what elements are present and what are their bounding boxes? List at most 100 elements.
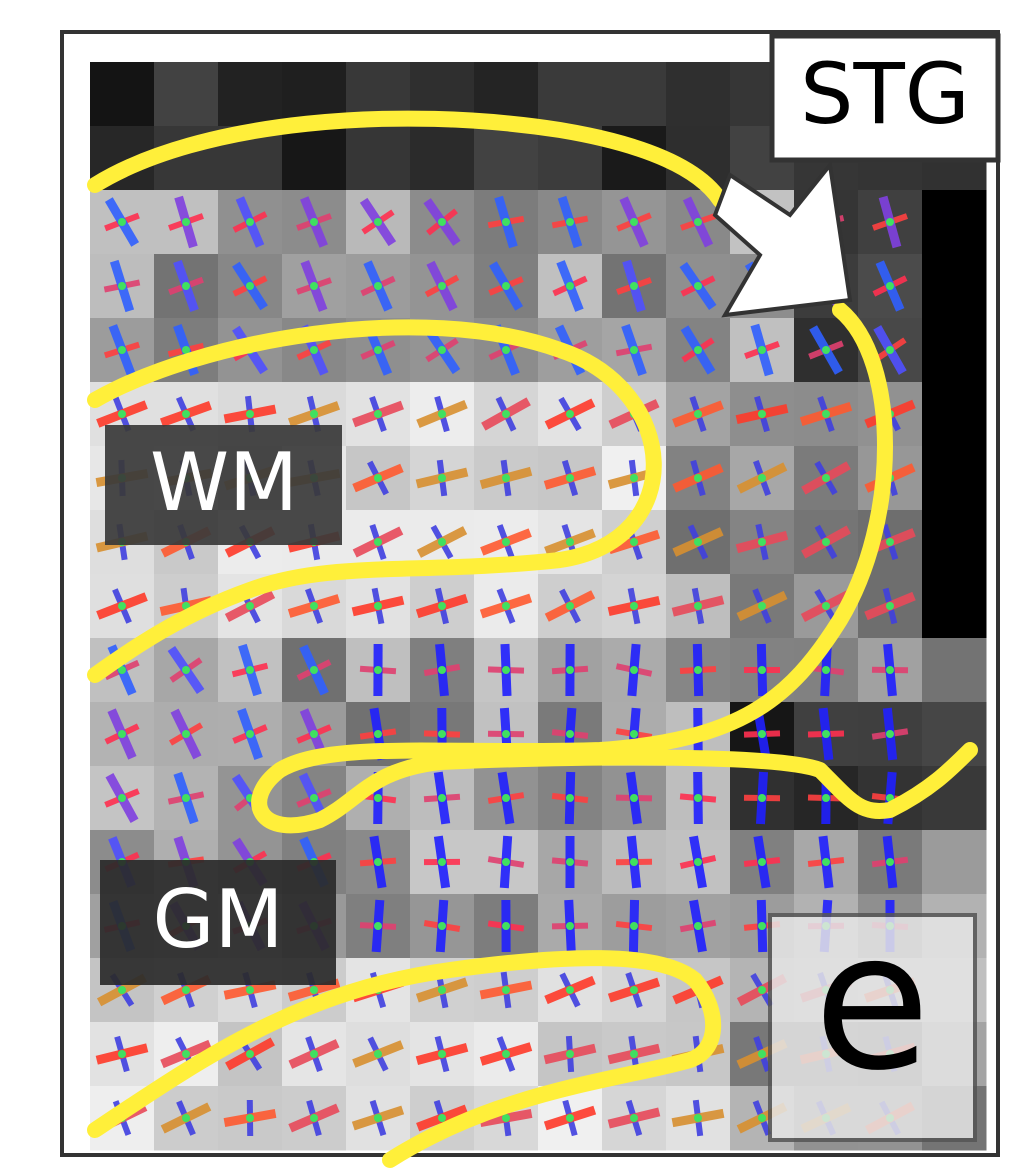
glyph-center (182, 730, 190, 738)
glyph-center (502, 666, 510, 674)
glyph-center (694, 538, 702, 546)
glyph-center (310, 986, 318, 994)
glyph-center (630, 346, 638, 354)
gm-label: GM (152, 873, 283, 966)
voxel (922, 190, 987, 255)
glyph-center (374, 858, 382, 866)
glyph-center (246, 730, 254, 738)
voxel (90, 62, 155, 127)
glyph-center (886, 282, 894, 290)
glyph-center (566, 666, 574, 674)
glyph-center (374, 538, 382, 546)
glyph-center (246, 1050, 254, 1058)
glyph-center (566, 602, 574, 610)
glyph-center (438, 218, 446, 226)
glyph-center (630, 1114, 638, 1122)
glyph-center (694, 218, 702, 226)
glyph-center (310, 218, 318, 226)
glyph-center (438, 410, 446, 418)
glyph-center (374, 474, 382, 482)
glyph-center (502, 346, 510, 354)
glyph-center (374, 1050, 382, 1058)
glyph-center (630, 730, 638, 738)
voxel (922, 382, 987, 447)
glyph-center (694, 1114, 702, 1122)
glyph-center (182, 1114, 190, 1122)
glyph-center (822, 730, 830, 738)
page: STG WM GM e (() => { const data = JSON.p… (0, 0, 1030, 1175)
glyph-center (182, 410, 190, 418)
glyph-center (438, 602, 446, 610)
voxel (282, 126, 347, 191)
glyph-center (438, 922, 446, 930)
glyph-center (246, 218, 254, 226)
glyph-center (886, 730, 894, 738)
glyph-center (502, 282, 510, 290)
glyph-center (758, 538, 766, 546)
glyph-center (886, 218, 894, 226)
glyph-center (182, 794, 190, 802)
glyph-center (758, 922, 766, 930)
glyph-center (630, 602, 638, 610)
glyph-center (118, 282, 126, 290)
glyph-center (310, 730, 318, 738)
glyph-center (502, 410, 510, 418)
glyph-center (502, 730, 510, 738)
glyph-center (118, 730, 126, 738)
panel-label: e (814, 891, 931, 1112)
glyph-center (438, 858, 446, 866)
glyph-center (118, 218, 126, 226)
glyph-center (310, 794, 318, 802)
glyph-center (118, 410, 126, 418)
glyph-center (758, 1114, 766, 1122)
glyph-center (438, 986, 446, 994)
glyph-center (182, 986, 190, 994)
glyph-center (758, 410, 766, 418)
voxel (538, 62, 603, 127)
glyph-center (502, 218, 510, 226)
glyph-center (566, 922, 574, 930)
glyph-center (758, 666, 766, 674)
glyph-center (566, 474, 574, 482)
glyph-center (822, 666, 830, 674)
wm-label: WM (150, 436, 298, 529)
glyph-center (438, 1050, 446, 1058)
glyph-center (502, 922, 510, 930)
glyph-center (246, 986, 254, 994)
glyph-center (886, 602, 894, 610)
glyph-center (566, 794, 574, 802)
glyph-center (758, 986, 766, 994)
glyph-center (630, 858, 638, 866)
glyph-center (502, 474, 510, 482)
glyph-center (502, 538, 510, 546)
voxel (346, 126, 411, 191)
glyph-center (182, 282, 190, 290)
glyph-center (822, 346, 830, 354)
glyph-center (630, 218, 638, 226)
glyph-center (502, 794, 510, 802)
glyph-center (118, 986, 126, 994)
glyph-center (630, 986, 638, 994)
glyph-center (438, 474, 446, 482)
glyph-center (694, 666, 702, 674)
glyph-center (438, 794, 446, 802)
glyph-center (374, 922, 382, 930)
voxel (922, 638, 987, 703)
glyph-center (566, 1050, 574, 1058)
voxel (410, 126, 475, 191)
glyph-center (566, 410, 574, 418)
glyph-center (118, 794, 126, 802)
glyph-center (566, 538, 574, 546)
glyph-center (374, 730, 382, 738)
glyph-center (886, 538, 894, 546)
glyph-center (694, 474, 702, 482)
glyph-center (566, 730, 574, 738)
glyph-center (566, 858, 574, 866)
glyph-center (694, 410, 702, 418)
glyph-center (758, 794, 766, 802)
voxel (218, 62, 283, 127)
glyph-center (246, 666, 254, 674)
glyph-center (246, 282, 254, 290)
glyph-center (310, 410, 318, 418)
glyph-center (246, 602, 254, 610)
